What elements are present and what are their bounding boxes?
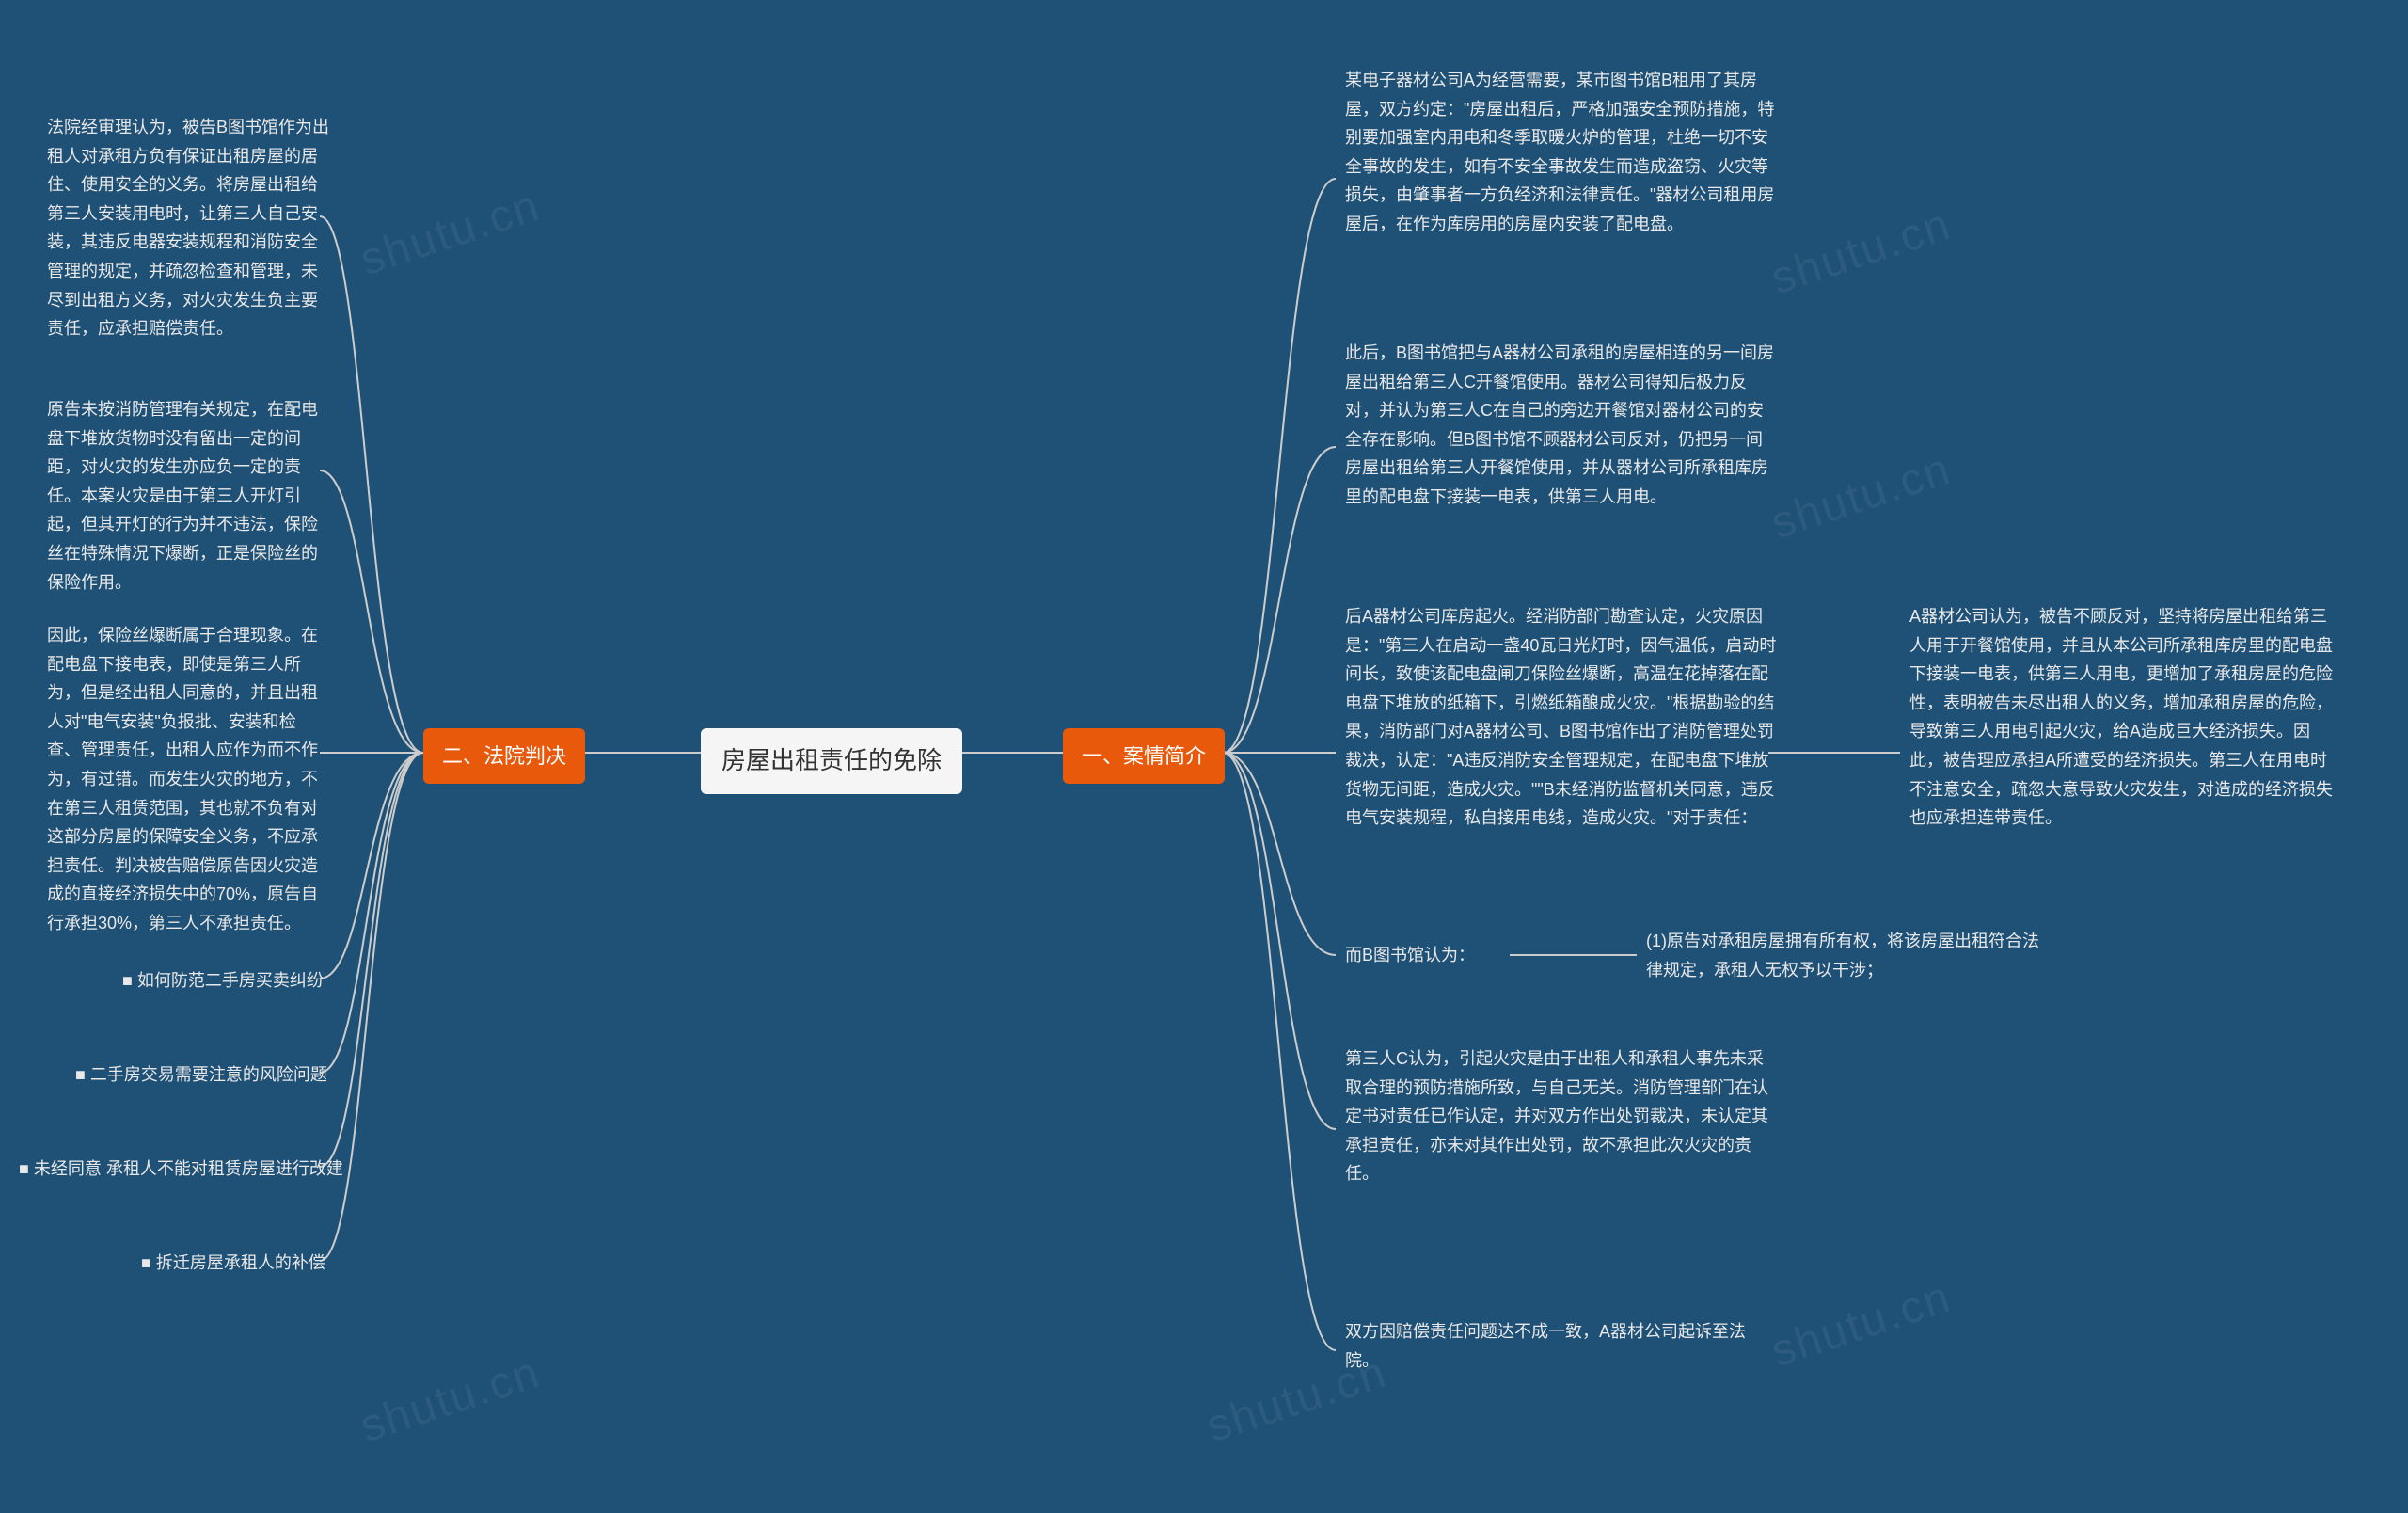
right-branch: 一、案情简介 — [1063, 728, 1225, 784]
left-bullet-2: ■ 二手房交易需要注意的风险问题 — [75, 1061, 327, 1089]
right-leaf-1: 某电子器材公司A为经营需要，某市图书馆B租用了其房屋，双方约定："房屋出租后，严… — [1345, 66, 1778, 239]
left-bullet-4: ■ 拆迁房屋承租人的补偿 — [141, 1250, 325, 1277]
right-leaf-4-sub: (1)原告对承租房屋拥有所有权，将该房屋出租符合法律规定，承租人无权予以干涉； — [1646, 927, 2041, 984]
left-leaf-3: 因此，保险丝爆断属于合理现象。在配电盘下接电表，即使是第三人所为，但是经出租人同… — [47, 621, 329, 938]
watermark: shutu.cn — [1765, 1271, 1957, 1378]
right-leaf-3: 后A器材公司库房起火。经消防部门勘查认定，火灾原因是："第三人在启动一盏40瓦日… — [1345, 602, 1778, 833]
right-leaf-5: 第三人C认为，引起火灾是由于出租人和承租人事先未采取合理的预防措施所致，与自己无… — [1345, 1044, 1778, 1188]
right-leaf-6: 双方因赔偿责任问题达不成一致，A器材公司起诉至法院。 — [1345, 1317, 1778, 1375]
left-branch: 二、法院判决 — [423, 728, 585, 784]
watermark: shutu.cn — [354, 1346, 547, 1453]
watermark: shutu.cn — [354, 180, 547, 286]
left-bullet-3: ■ 未经同意 承租人不能对租赁房屋进行改建 — [19, 1155, 343, 1183]
watermark: shutu.cn — [1765, 199, 1957, 305]
left-leaf-2: 原告未按消防管理有关规定，在配电盘下堆放货物时没有留出一定的间距，对火灾的发生亦… — [47, 395, 329, 597]
right-leaf-2: 此后，B图书馆把与A器材公司承租的房屋相连的另一间房屋出租给第三人C开餐馆使用。… — [1345, 339, 1778, 512]
left-leaf-1: 法院经审理认为，被告B图书馆作为出租人对承租方负有保证出租房屋的居住、使用安全的… — [47, 113, 329, 343]
center-node: 房屋出租责任的免除 — [701, 728, 962, 794]
left-bullet-1: ■ 如何防范二手房买卖纠纷 — [122, 967, 324, 995]
watermark: shutu.cn — [1765, 443, 1957, 549]
right-leaf-3-sub: A器材公司认为，被告不顾反对，坚持将房屋出租给第三人用于开餐馆使用，并且从本公司… — [1909, 602, 2342, 833]
right-leaf-4: 而B图书馆认为： — [1345, 941, 1475, 970]
